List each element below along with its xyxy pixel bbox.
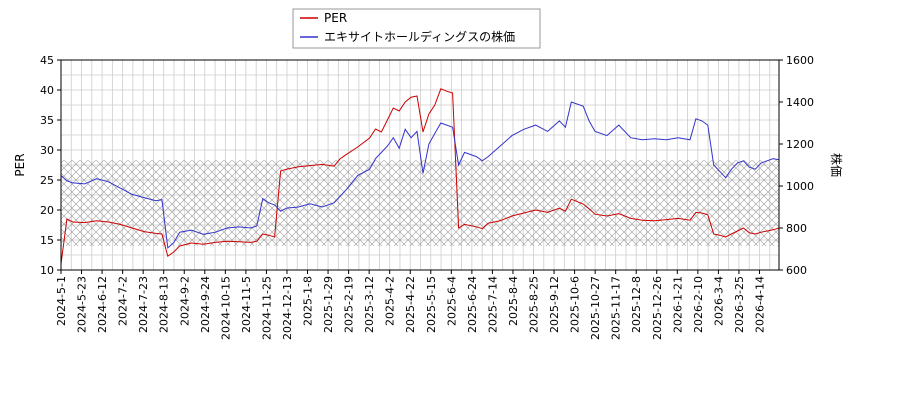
y-right-tick-label: 1200 <box>786 138 814 151</box>
x-tick-label: 2024-11-5 <box>240 276 253 333</box>
x-tick-label: 2025-8-25 <box>528 276 541 333</box>
x-tick-label: 2025-4-22 <box>404 276 417 333</box>
x-tick-label: 2025-10-27 <box>589 276 602 340</box>
x-tick-label: 2025-11-17 <box>610 276 623 340</box>
y-left-tick-label: 35 <box>40 114 54 127</box>
plot-frame <box>60 59 780 271</box>
legend: PER エキサイトホールディングスの株価 <box>292 8 541 49</box>
x-tick-label: 2025-2-19 <box>343 276 356 333</box>
x-tick-label: 2024-5-1 <box>55 276 68 326</box>
x-tick-label: 2025-6-4 <box>445 276 458 326</box>
y-left-tick-label: 10 <box>40 264 54 277</box>
y-right-title: 株価 <box>829 153 844 177</box>
y-left-tick-label: 45 <box>40 54 54 67</box>
x-tick-label: 2025-7-14 <box>486 276 499 333</box>
x-tick-label: 2025-8-4 <box>507 276 520 326</box>
legend-label-price: エキサイトホールディングスの株価 <box>324 29 515 44</box>
x-tick-label: 2025-5-15 <box>425 276 438 333</box>
x-tick-label: 2024-9-2 <box>178 276 191 326</box>
y-left-tick-label: 25 <box>40 174 54 187</box>
x-tick-label: 2024-6-12 <box>96 276 109 333</box>
x-tick-label: 2025-10-6 <box>569 276 582 333</box>
x-tick-label: 2025-9-12 <box>548 276 561 333</box>
x-tick-label: 2025-1-8 <box>302 276 315 326</box>
y-right-tick-label: 600 <box>786 264 807 277</box>
y-left-title: PER <box>13 153 27 176</box>
series-line-per <box>61 88 779 265</box>
x-tick-label: 2025-1-29 <box>322 276 335 333</box>
x-tick-label: 2025-3-12 <box>363 276 376 333</box>
x-tick-label: 2026-1-21 <box>671 276 684 333</box>
crosshatch-band <box>61 160 779 246</box>
x-tick-label: 2024-5-23 <box>76 276 89 333</box>
y-left-tick-label: 15 <box>40 234 54 247</box>
y-left-tick-label: 30 <box>40 144 54 157</box>
x-tick-label: 2024-10-15 <box>219 276 232 340</box>
series-layer <box>61 88 779 265</box>
x-tick-label: 2026-3-25 <box>733 276 746 333</box>
axes: 10 15 20 25 30 35 40 45 600 800 1000 1200 1400 1600 20… <box>40 54 814 340</box>
legend-box <box>292 8 541 49</box>
x-tick-label: 2025-4-2 <box>384 276 397 326</box>
x-tick-label: 2025-12-8 <box>630 276 643 333</box>
legend-label-per: PER <box>324 11 347 25</box>
x-tick-label: 2026-3-4 <box>712 276 725 326</box>
x-tick-label: 2025-6-24 <box>466 276 479 333</box>
x-tick-label: 2024-12-13 <box>281 276 294 340</box>
x-tick-label: 2025-12-26 <box>651 276 664 340</box>
y-left-tick-label: 20 <box>40 204 54 217</box>
x-tick-label: 2024-9-24 <box>199 276 212 333</box>
x-tick-label: 2026-2-10 <box>692 276 705 333</box>
y-right-tick-label: 1400 <box>786 96 814 109</box>
y-right-tick-label: 1000 <box>786 180 814 193</box>
x-tick-label: 2026-4-14 <box>754 276 767 333</box>
y-right-tick-label: 1600 <box>786 54 814 67</box>
x-tick-label: 2024-11-25 <box>260 276 273 340</box>
x-tick-label: 2024-8-13 <box>158 276 171 333</box>
y-left-tick-label: 40 <box>40 84 54 97</box>
series-line-price <box>61 101 779 249</box>
x-tick-label: 2024-7-2 <box>117 276 130 326</box>
y-right-tick-label: 800 <box>786 222 807 235</box>
x-tick-label: 2024-7-23 <box>137 276 150 333</box>
